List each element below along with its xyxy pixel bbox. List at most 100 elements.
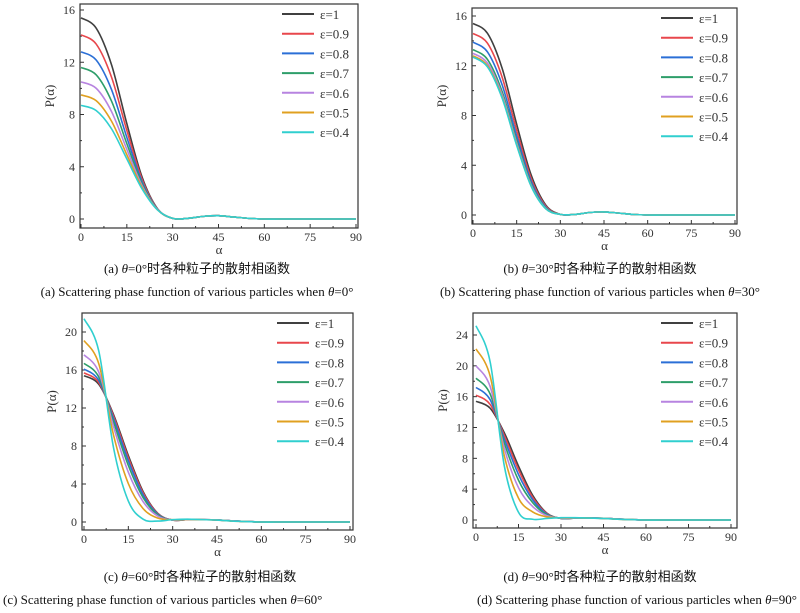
y-tick-label: 16 xyxy=(456,390,468,404)
plot-frame xyxy=(79,3,359,229)
x-tick-label: 75 xyxy=(300,532,312,546)
x-tick-label: 45 xyxy=(598,226,610,240)
y-tick-label: 16 xyxy=(455,9,467,23)
y-tick-label: 4 xyxy=(71,477,77,491)
y-tick-label: 0 xyxy=(462,513,468,527)
x-tick-label: 90 xyxy=(729,226,741,240)
series-line xyxy=(475,386,731,521)
y-tick-label: 0 xyxy=(71,515,77,529)
series-line xyxy=(475,365,731,521)
x-tick-label: 60 xyxy=(642,226,654,240)
y-axis-label: P(α) xyxy=(434,85,449,108)
x-tick-label: 90 xyxy=(350,230,362,244)
chart-caption: (b) Scattering phase function of various… xyxy=(440,284,760,299)
legend-label: ε=0.7 xyxy=(699,375,729,390)
chart-caption: (d) θ=90°时各种粒子的散射相函数 xyxy=(503,569,697,584)
legend-label: ε=0.8 xyxy=(699,355,728,370)
x-tick-label: 15 xyxy=(511,226,523,240)
legend-label: ε=0.4 xyxy=(699,434,729,449)
x-tick-label: 30 xyxy=(555,530,567,544)
series-line xyxy=(475,325,731,521)
chart-caption: (c) θ=60°时各种粒子的散射相函数 xyxy=(103,569,297,584)
y-axis-label: P(α) xyxy=(435,389,450,412)
legend-label: ε=0.8 xyxy=(699,50,728,65)
x-tick-label: 60 xyxy=(258,230,270,244)
y-tick-label: 16 xyxy=(65,363,77,377)
legend-label: ε=0.8 xyxy=(320,46,349,61)
chart-panel: 0 15 30 45 60 75 90 0 4 8 12 16 α P(α) ε=1 ε=0.9 ε=0.8 ε=… xyxy=(434,7,741,253)
x-tick-label: 75 xyxy=(683,530,695,544)
chart-caption: (a) θ=0°时各种粒子的散射相函数 xyxy=(103,261,291,276)
series-line xyxy=(475,348,731,521)
x-tick-label: 75 xyxy=(304,230,316,244)
y-tick-label: 12 xyxy=(63,55,75,69)
legend-label: ε=1 xyxy=(315,316,334,331)
x-tick-label: 30 xyxy=(554,226,566,240)
x-tick-label: 60 xyxy=(255,532,267,546)
legend-label: ε=0.9 xyxy=(315,336,344,351)
y-axis-label: P(α) xyxy=(44,390,59,413)
y-tick-label: 12 xyxy=(455,59,467,73)
legend-label: ε=0.5 xyxy=(315,415,344,430)
x-axis-label: α xyxy=(216,242,223,257)
x-tick-label: 60 xyxy=(640,530,652,544)
x-tick-label: 75 xyxy=(685,226,697,240)
series-line xyxy=(80,17,356,220)
y-tick-label: 24 xyxy=(456,328,468,342)
chart-caption: (d) Scattering phase function of various… xyxy=(477,592,797,607)
x-tick-label: 30 xyxy=(167,230,179,244)
legend-label: ε=1 xyxy=(699,11,718,26)
legend-label: ε=0.9 xyxy=(699,336,728,351)
x-axis-label: α xyxy=(602,542,609,557)
x-tick-label: 0 xyxy=(470,226,476,240)
series-line xyxy=(83,354,350,523)
x-tick-label: 90 xyxy=(725,530,737,544)
series-line xyxy=(83,340,350,523)
legend-label: ε=0.5 xyxy=(699,415,728,430)
y-tick-label: 12 xyxy=(65,401,77,415)
plot-frame xyxy=(472,312,738,529)
series-line xyxy=(472,52,735,216)
y-tick-label: 8 xyxy=(71,439,77,453)
legend-label: ε=0.7 xyxy=(699,70,729,85)
x-tick-label: 45 xyxy=(598,530,610,544)
y-tick-label: 20 xyxy=(456,359,468,373)
x-tick-label: 15 xyxy=(122,532,134,546)
y-tick-label: 20 xyxy=(65,325,77,339)
legend-label: ε=0.6 xyxy=(320,86,350,101)
series-line xyxy=(80,104,356,220)
legend-label: ε=0.8 xyxy=(315,355,344,370)
x-tick-label: 15 xyxy=(121,230,133,244)
y-tick-label: 12 xyxy=(456,421,468,435)
series-line xyxy=(475,377,731,521)
y-tick-label: 0 xyxy=(69,212,75,226)
y-tick-label: 4 xyxy=(461,158,467,172)
x-tick-label: 45 xyxy=(213,230,225,244)
y-tick-label: 4 xyxy=(462,482,468,496)
legend-label: ε=0.6 xyxy=(699,395,729,410)
legend-label: ε=0.5 xyxy=(699,110,728,125)
y-tick-label: 8 xyxy=(462,451,468,465)
y-tick-label: 16 xyxy=(63,3,75,17)
y-tick-label: 8 xyxy=(69,108,75,122)
legend-label: ε=0.9 xyxy=(320,27,349,42)
legend-label: ε=0.7 xyxy=(315,375,345,390)
legend-label: ε=0.4 xyxy=(320,125,350,140)
chart-caption: (b) θ=30°时各种粒子的散射相函数 xyxy=(503,261,697,276)
series-line xyxy=(83,318,350,523)
x-tick-label: 15 xyxy=(513,530,525,544)
x-tick-label: 90 xyxy=(344,532,356,546)
chart-caption: (a) Scattering phase function of various… xyxy=(40,284,354,299)
y-tick-label: 8 xyxy=(461,109,467,123)
y-tick-label: 4 xyxy=(69,160,75,174)
chart-panel: 0 15 30 45 60 75 90 0 4 8 12 16 20 α P(α) ε=1 ε=0.9 ε=0.8… xyxy=(44,312,356,559)
legend-label: ε=0.4 xyxy=(315,434,345,449)
x-axis-label: α xyxy=(214,544,221,559)
legend-label: ε=1 xyxy=(320,7,339,22)
x-tick-label: 0 xyxy=(78,230,84,244)
legend-label: ε=0.4 xyxy=(699,129,729,144)
legend-label: ε=0.5 xyxy=(320,106,349,121)
x-tick-label: 0 xyxy=(473,530,479,544)
legend-label: ε=0.9 xyxy=(699,31,728,46)
chart-panel: 0 15 30 45 60 75 90 0 4 8 12 16 20 24 α P(α) ε=1 ε=0.9 ε=0… xyxy=(435,312,738,557)
